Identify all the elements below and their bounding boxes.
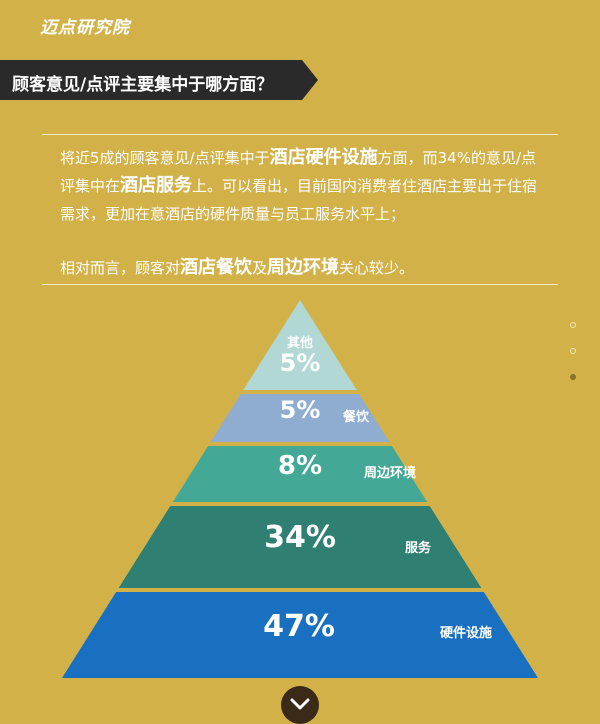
divider-top (42, 134, 558, 135)
summary-highlight: 酒店硬件设施 (269, 147, 378, 168)
pyramid-segment (210, 394, 390, 442)
page-dot[interactable] (570, 374, 576, 380)
question-banner: 顾客意见/点评主要集中于哪方面？ (0, 60, 318, 100)
question-text: 顾客意见/点评主要集中于哪方面？ (12, 75, 274, 95)
segment-percent: 34% (264, 520, 336, 555)
segment-percent: 8% (278, 451, 322, 481)
segment-label: 餐饮 (342, 409, 370, 425)
pyramid-segment (62, 592, 538, 678)
segment-label: 其他 (287, 335, 313, 351)
summary-text: 将近5成的顾客意见/点评集中于 (60, 149, 270, 167)
summary-paragraph-2: 相对而言，顾客对酒店餐饮及周边环境关心较少。 (60, 254, 550, 282)
summary-highlight: 周边环境 (267, 257, 340, 278)
summary-highlight: 酒店服务 (120, 175, 193, 196)
brand-logo: 迈点研究院 (40, 18, 130, 38)
chevron-down-icon (290, 698, 310, 710)
page-indicator (570, 322, 576, 400)
segment-percent: 5% (280, 396, 321, 424)
pyramid-segment (243, 300, 357, 390)
scroll-down-button[interactable] (281, 686, 319, 724)
segment-percent: 5% (280, 349, 321, 377)
summary-text: 及 (252, 259, 268, 277)
segment-label: 硬件设施 (440, 625, 492, 641)
page-dot[interactable] (570, 322, 576, 328)
summary-text: 关心较少。 (339, 259, 415, 277)
segment-label: 周边环境 (364, 465, 416, 481)
page-dot[interactable] (570, 348, 576, 354)
summary-highlight: 酒店餐饮 (180, 257, 253, 278)
summary-paragraph-1: 将近5成的顾客意见/点评集中于酒店硬件设施方面，而34%的意见/点评集中在酒店服… (60, 144, 550, 228)
pyramid-segment (172, 446, 428, 502)
segment-label: 服务 (405, 540, 432, 556)
summary-text: 相对而言，顾客对 (60, 259, 181, 277)
pyramid-segment (118, 506, 482, 588)
summary-text: 上。可以看出，目前国内消费者住酒店主要出于住宿需求，更加在意酒店的硬件质量与员工… (60, 177, 538, 223)
segment-percent: 47% (263, 609, 335, 644)
divider-bottom (42, 284, 558, 285)
summary-text: 方面，而34%的意见/点评集中在 (60, 149, 537, 195)
